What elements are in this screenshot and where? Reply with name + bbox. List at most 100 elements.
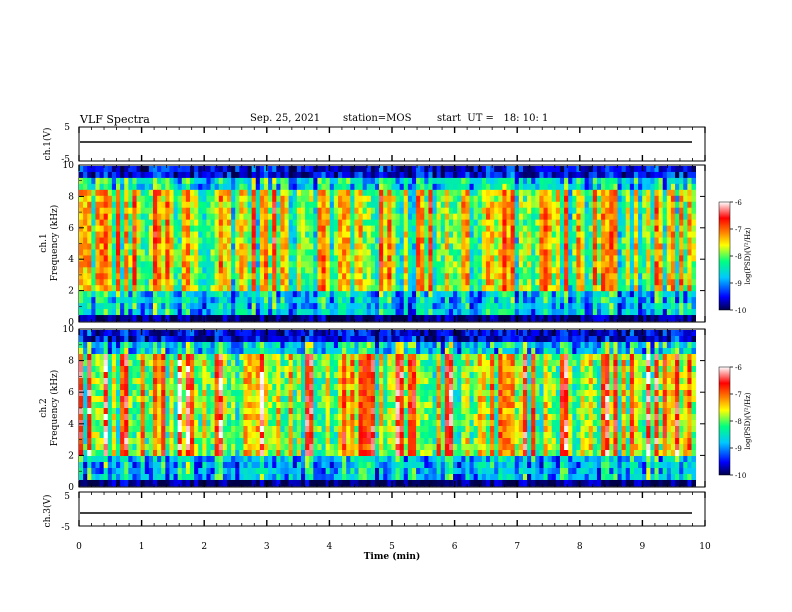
spectrogram-cell [189, 166, 195, 173]
spectrogram-cell [300, 360, 306, 367]
spectrogram-cell [596, 279, 602, 286]
spectrogram-cell [202, 309, 207, 316]
spectrogram-cell [440, 207, 446, 215]
spectrogram-cell [91, 225, 96, 232]
spectrogram-cell [465, 171, 470, 179]
spectrogram-cell [428, 273, 433, 280]
spectrogram-cell [461, 330, 466, 337]
spectrogram-cell [399, 255, 405, 262]
spectrogram-cell [411, 303, 417, 310]
spectrogram-cell [144, 291, 150, 298]
spectrogram-cell [272, 291, 277, 298]
spectrogram-cell [103, 267, 109, 274]
spectrogram-cell [658, 261, 664, 268]
spectrogram-cell [662, 231, 668, 238]
spectrogram-cell [679, 243, 684, 250]
spectrogram-cell [140, 195, 146, 203]
spectrogram-cell [440, 189, 446, 197]
spectrogram-cell [251, 342, 257, 349]
y-tick-label: 2 [68, 287, 74, 297]
spectrogram-cell [473, 267, 479, 274]
spectrogram-cell [272, 336, 277, 343]
spectrogram-cell [272, 261, 277, 268]
spectrogram-cell [502, 243, 507, 250]
spectrogram-cell [132, 166, 137, 173]
spectrogram-cell [650, 201, 655, 209]
spectrogram-cell [366, 225, 372, 232]
spectrogram-cell [251, 261, 257, 268]
spectrogram-cell [650, 195, 655, 203]
spectrogram-cell [387, 366, 392, 373]
spectrogram-cell [284, 249, 290, 256]
spectrogram-cell [613, 183, 618, 191]
spectrogram-cell [305, 177, 310, 185]
spectrogram-cell [596, 166, 602, 173]
spectrogram-cell [453, 366, 458, 373]
spectrogram-cell [551, 189, 557, 197]
spectrogram-cell [440, 360, 446, 367]
spectrogram-cell [407, 261, 413, 268]
spectrogram-cell [469, 342, 475, 349]
spectrogram-cell [440, 243, 446, 250]
spectrogram-cell [128, 336, 133, 343]
spectrogram-cell [325, 342, 331, 349]
spectrogram-cell [461, 201, 466, 209]
spectrogram-cell [362, 279, 368, 286]
spectrogram-cell [189, 303, 195, 310]
spectrogram-cell [592, 207, 598, 215]
spectrogram-cell [420, 255, 425, 262]
spectrogram-cell [189, 342, 195, 349]
spectrogram-cell [280, 189, 285, 197]
spectrogram-cell [633, 291, 639, 298]
spectrogram-cell [465, 342, 470, 349]
spectrogram-cell [518, 354, 524, 361]
spectrogram-cell [383, 219, 388, 227]
spectrogram-cell [276, 207, 281, 215]
spectrogram-cell [522, 285, 528, 292]
spectrogram-cell [596, 303, 602, 310]
spectrogram-cell [329, 201, 335, 209]
spectrogram-cell [185, 303, 191, 310]
spectrogram-cell [284, 360, 290, 367]
spectrogram-cell [247, 273, 253, 280]
spectrogram-cell [531, 261, 536, 268]
spectrogram-cell [280, 207, 285, 215]
spectrogram-cell [584, 219, 590, 227]
spectrogram-cell [399, 315, 405, 322]
spectrogram-cell [214, 285, 220, 292]
spectrogram-cell [116, 255, 121, 262]
spectrogram-cell [350, 342, 355, 349]
spectrogram-cell [255, 201, 261, 209]
spectrogram-cell [83, 231, 88, 238]
spectrogram-cell [214, 309, 220, 316]
spectrogram-cell [350, 273, 355, 280]
spectrogram-cell [79, 342, 84, 349]
spectrogram-cell [564, 201, 569, 209]
spectrogram-cell [128, 189, 133, 197]
spectrogram-cell [514, 285, 520, 292]
spectrogram-cell [498, 309, 503, 316]
spectrogram-cell [383, 243, 388, 250]
spectrogram-cell [177, 219, 183, 227]
spectrogram-cell [514, 336, 520, 343]
spectrogram-cell [132, 249, 137, 256]
spectrogram-cell [235, 303, 240, 310]
spectrogram-cell [263, 297, 269, 304]
spectrogram-cell [588, 201, 594, 209]
spectrogram-cell [638, 291, 643, 298]
spectrogram-cell [646, 366, 651, 373]
spectrogram-cell [263, 171, 269, 179]
spectrogram-cell [481, 354, 487, 361]
spectrogram-cell [87, 249, 92, 256]
spectrogram-cell [280, 213, 285, 221]
spectrogram-cell [654, 189, 660, 197]
spectrogram-cell [675, 279, 680, 286]
spectrogram-cell [243, 219, 248, 227]
spectrogram-cell [448, 225, 454, 232]
spectrogram-cell [235, 360, 240, 367]
spectrogram-cell [498, 330, 503, 337]
spectrogram-cell [79, 207, 84, 215]
spectrogram-cell [440, 225, 446, 232]
spectrogram-cell [284, 255, 290, 262]
spectrogram-cell [670, 213, 676, 221]
